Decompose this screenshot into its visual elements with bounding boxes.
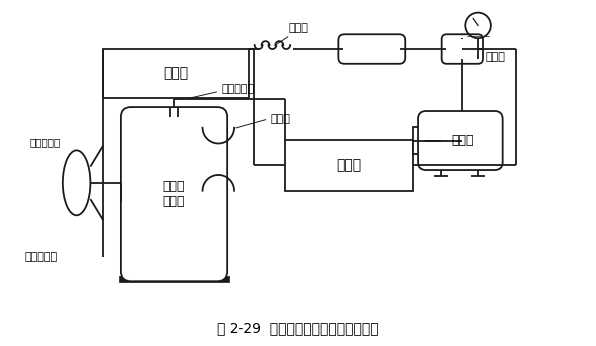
FancyBboxPatch shape [339, 34, 405, 64]
Text: 毛细管: 毛细管 [288, 23, 308, 33]
Text: 旋转式
压缩机: 旋转式 压缩机 [163, 180, 185, 208]
Text: 三通阀: 三通阀 [486, 52, 506, 62]
FancyBboxPatch shape [121, 107, 227, 281]
FancyBboxPatch shape [442, 34, 483, 64]
Text: 低压吸气管: 低压吸气管 [24, 252, 58, 262]
Text: 高压排气管: 高压排气管 [221, 84, 254, 94]
Bar [103, 49, 249, 98]
Bar [285, 139, 413, 191]
Text: 冷凝器: 冷凝器 [337, 158, 362, 172]
Text: 图 2-29  单侧抽真空系统连接图（三）: 图 2-29 单侧抽真空系统连接图（三） [217, 321, 379, 336]
Bar [119, 276, 229, 282]
Bar [413, 127, 440, 154]
Text: 真空泵: 真空泵 [451, 134, 474, 147]
Text: 除霜管: 除霜管 [271, 114, 290, 124]
Ellipse shape [63, 151, 91, 215]
Text: 蒸发器: 蒸发器 [163, 67, 188, 81]
Text: 气液分离器: 气液分离器 [30, 137, 61, 147]
FancyBboxPatch shape [418, 111, 502, 170]
